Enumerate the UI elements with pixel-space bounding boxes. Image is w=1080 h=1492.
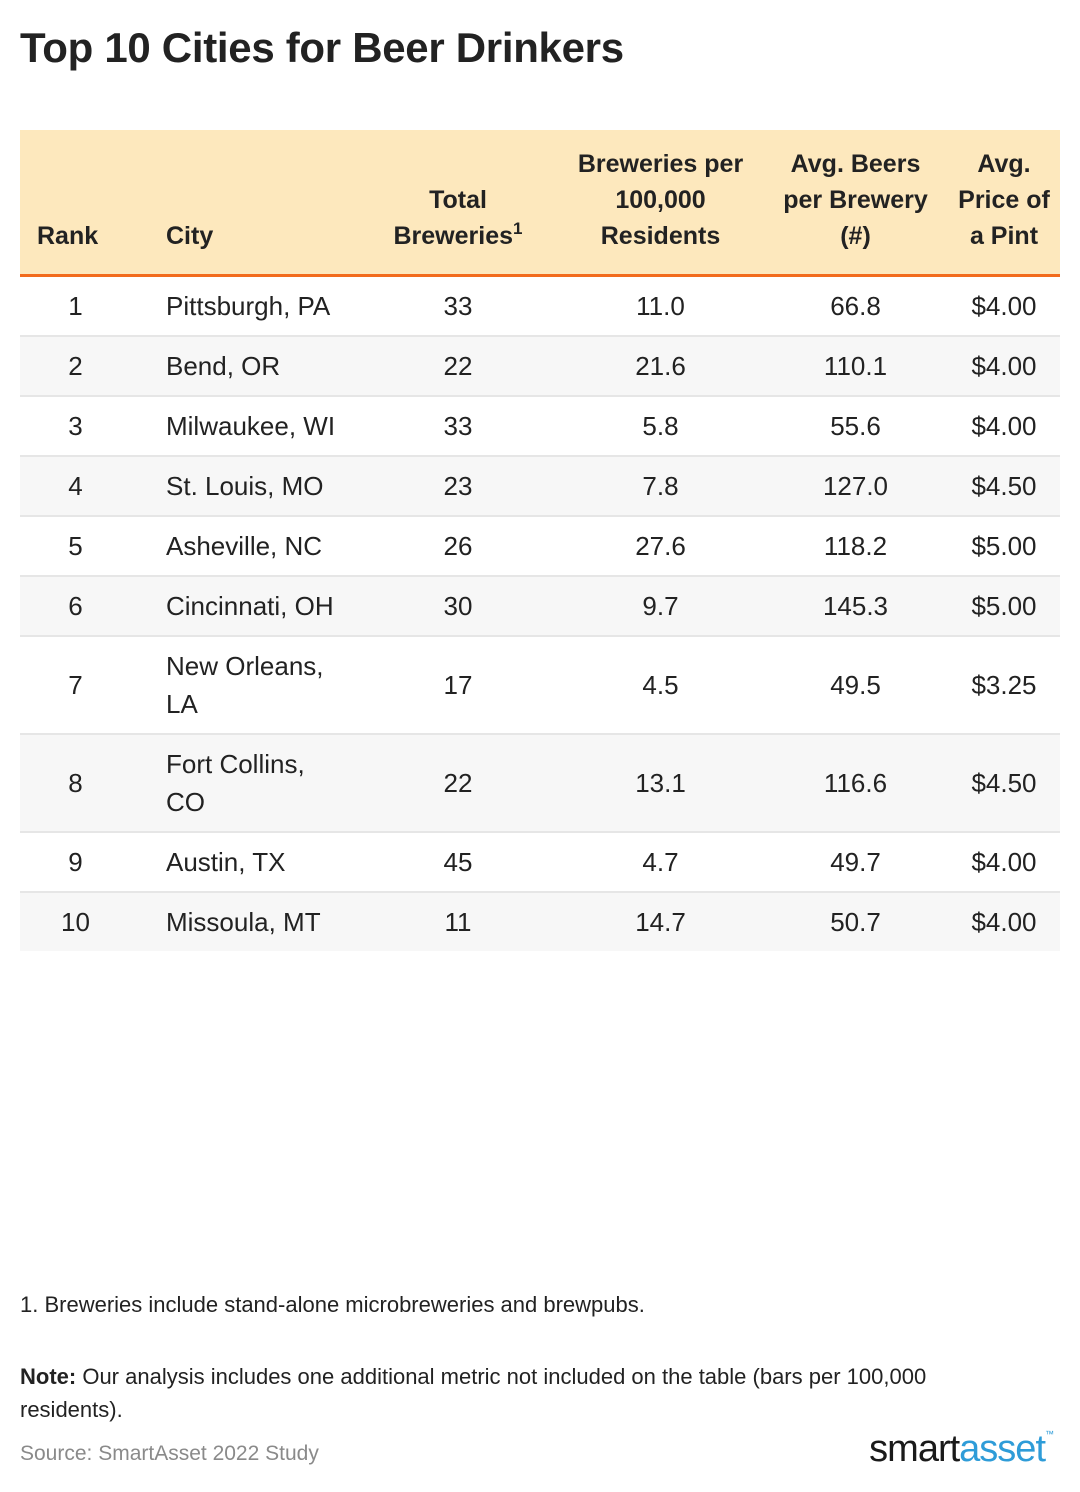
header-breweries-per-100k: Breweries per 100,000 Residents — [558, 130, 763, 277]
cell-avg-beers: 50.7 — [763, 891, 948, 951]
cell-rank: 3 — [20, 395, 149, 456]
note-text: Our analysis includes one additional met… — [20, 1364, 927, 1422]
cell-total-breweries: 26 — [358, 515, 558, 576]
cell-city: Austin, TX — [149, 831, 358, 892]
cell-avg-beers: 66.8 — [830, 291, 881, 321]
cell-total-breweries: 45 — [358, 831, 558, 892]
header-city: City — [149, 130, 358, 277]
data-table-container: Rank City Total Breweries1 Breweries per… — [20, 130, 1060, 951]
page-title: Top 10 Cities for Beer Drinkers — [20, 24, 624, 71]
header-total-breweries-label: Total Breweries — [393, 186, 514, 250]
table-row: 6 Cincinnati, OH 30 9.7 145.3 $5.00 — [20, 575, 1060, 636]
cell-avg-price: $4.00 — [971, 291, 1037, 321]
cell-avg-beers: 110.1 — [763, 335, 948, 396]
header-row: Rank City Total Breweries1 Breweries per… — [20, 130, 1060, 277]
cell-city: Milwaukee, WI — [149, 395, 358, 456]
cell-breweries-per-100k: 13.1 — [558, 733, 763, 832]
footnote-marker: 1 — [513, 219, 523, 238]
table-row: 9 Austin, TX 45 4.7 49.7 $4.00 — [20, 831, 1060, 892]
cell-breweries-per-100k: 9.7 — [558, 575, 763, 636]
header-rank: Rank — [20, 130, 149, 277]
table-row: 7 New Orleans, LA 17 4.5 49.5 $3.25 — [20, 635, 1060, 734]
cell-avg-price: $4.50 — [948, 455, 1060, 516]
cell-total-breweries: 11 — [358, 891, 558, 951]
smartasset-logo: smartasset™ — [869, 1428, 1054, 1471]
cell-city: Bend, OR — [149, 335, 358, 396]
note-label: Note: — [20, 1364, 77, 1389]
cell-total-breweries: 22 — [358, 733, 558, 832]
cell-avg-beers: 55.6 — [763, 395, 948, 456]
cell-avg-beers: 127.0 — [763, 455, 948, 516]
source-text: Source: SmartAsset 2022 Study — [20, 1442, 319, 1465]
cell-rank: 5 — [20, 515, 149, 576]
logo-smart: smart — [869, 1428, 960, 1470]
cell-total-breweries: 30 — [358, 575, 558, 636]
note: Note: Our analysis includes one addition… — [20, 1360, 1020, 1426]
cell-rank: 2 — [20, 335, 149, 396]
cell-avg-beers: 116.6 — [763, 733, 948, 832]
cell-city: Asheville, NC — [149, 515, 358, 576]
cell-breweries-per-100k: 5.8 — [558, 395, 763, 456]
table-row: 2 Bend, OR 22 21.6 110.1 $4.00 — [20, 335, 1060, 396]
cell-city: Pittsburgh, PA — [166, 291, 331, 321]
cell-breweries-per-100k: 27.6 — [558, 515, 763, 576]
cell-rank: 4 — [20, 455, 149, 516]
cell-rank: 9 — [20, 831, 149, 892]
cell-avg-price: $4.00 — [948, 891, 1060, 951]
cell-avg-price: $5.00 — [948, 575, 1060, 636]
header-avg-price: Avg. Price of a Pint — [948, 130, 1060, 277]
cell-total-breweries: 33 — [358, 395, 558, 456]
cell-city: New Orleans, LA — [149, 635, 358, 734]
cell-avg-beers: 145.3 — [763, 575, 948, 636]
cell-avg-price: $5.00 — [948, 515, 1060, 576]
header-total-breweries: Total Breweries1 — [358, 130, 558, 277]
cell-city: Cincinnati, OH — [149, 575, 358, 636]
cell-total-breweries: 33 — [443, 291, 473, 321]
cell-avg-beers: 118.2 — [763, 515, 948, 576]
table-body: 1 Pittsburgh, PA 33 11.0 66.8 $4.00 2 Bend, OR 2… — [20, 276, 1060, 951]
table-row: 10 Missoula, MT 11 14.7 50.7 $4.00 — [20, 891, 1060, 951]
table-header: Rank City Total Breweries1 Breweries per… — [20, 130, 1060, 277]
cell-avg-price: $4.50 — [948, 733, 1060, 832]
data-table: Rank City Total Breweries1 Breweries per… — [20, 130, 1060, 951]
cell-breweries-per-100k: 4.5 — [558, 635, 763, 734]
cell-city: Missoula, MT — [149, 891, 358, 951]
cell-city: Fort Collins, CO — [149, 733, 358, 832]
cell-avg-price: $4.00 — [948, 395, 1060, 456]
cell-rank: 8 — [20, 733, 149, 832]
table-row: 5 Asheville, NC 26 27.6 118.2 $5.00 — [20, 515, 1060, 576]
cell-city: St. Louis, MO — [149, 455, 358, 516]
cell-breweries-per-100k: 14.7 — [558, 891, 763, 951]
logo-asset: asset — [959, 1428, 1046, 1470]
cell-total-breweries: 23 — [358, 455, 558, 516]
table-row: 3 Milwaukee, WI 33 5.8 55.6 $4.00 — [20, 395, 1060, 456]
cell-avg-beers: 49.5 — [763, 635, 948, 734]
cell-total-breweries: 22 — [358, 335, 558, 396]
cell-total-breweries: 17 — [358, 635, 558, 734]
cell-breweries-per-100k: 11.0 — [636, 291, 685, 321]
header-avg-beers: Avg. Beers per Brewery (#) — [763, 130, 948, 277]
cell-rank: 7 — [20, 635, 149, 734]
cell-breweries-per-100k: 21.6 — [558, 335, 763, 396]
table-row: 4 St. Louis, MO 23 7.8 127.0 $4.50 — [20, 455, 1060, 516]
cell-rank: 6 — [20, 575, 149, 636]
cell-avg-price: $3.25 — [948, 635, 1060, 734]
logo-tm: ™ — [1045, 1429, 1054, 1439]
footnote: 1. Breweries include stand-alone microbr… — [20, 1292, 645, 1317]
table-row: 8 Fort Collins, CO 22 13.1 116.6 $4.50 — [20, 733, 1060, 832]
cell-rank: 10 — [20, 891, 149, 951]
cell-avg-price: $4.00 — [948, 831, 1060, 892]
cell-breweries-per-100k: 4.7 — [558, 831, 763, 892]
cell-avg-price: $4.00 — [948, 335, 1060, 396]
cell-avg-beers: 49.7 — [763, 831, 948, 892]
cell-rank: 1 — [68, 291, 83, 321]
cell-breweries-per-100k: 7.8 — [558, 455, 763, 516]
table-row: 1 Pittsburgh, PA 33 11.0 66.8 $4.00 — [20, 276, 1060, 337]
